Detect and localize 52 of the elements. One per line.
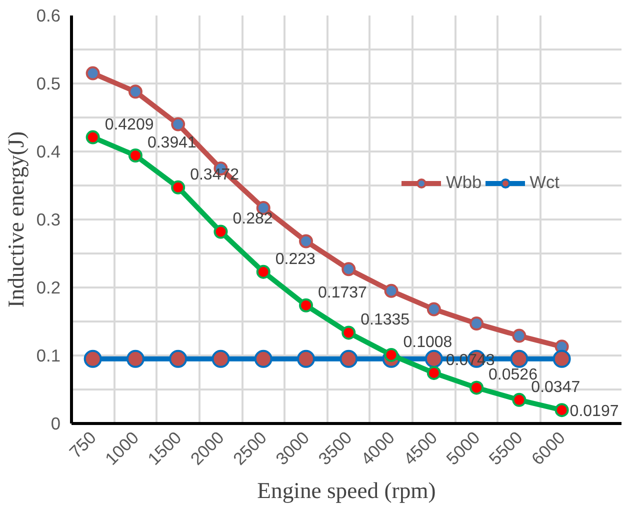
point: [426, 366, 441, 380]
y-axis-title: Inductive energy(J): [3, 131, 28, 308]
point: [128, 84, 142, 99]
legend-label: Wct: [530, 172, 560, 193]
point: [554, 403, 569, 418]
y-tick-label: 0.3: [36, 210, 61, 230]
point: [384, 284, 398, 298]
point: [128, 148, 142, 162]
y-tick-label: 0.1: [36, 346, 61, 366]
point: [342, 262, 356, 276]
y-tick-label: 0.5: [36, 74, 61, 94]
y-tick-label: 0.6: [36, 6, 61, 26]
point: [254, 350, 272, 368]
point: [552, 350, 571, 368]
y-tick-label: 0: [50, 414, 61, 434]
data-label: 0.1335: [360, 312, 410, 329]
data-label: 0.3941: [147, 134, 196, 152]
data-label: 0.223: [275, 250, 316, 268]
legend-label: Wbb: [446, 172, 482, 193]
point: [384, 348, 398, 362]
point: [342, 326, 356, 340]
point: [470, 380, 484, 395]
point: [510, 350, 528, 368]
data-label: 0.282: [232, 210, 273, 228]
y-tick-label: 0.2: [36, 278, 61, 298]
x-axis-title: Engine speed (rpm): [257, 478, 436, 504]
point: [86, 130, 100, 144]
data-label: 0.0743: [446, 352, 495, 369]
data-label: 0.4209: [104, 116, 154, 134]
point: [512, 392, 526, 407]
point: [214, 224, 228, 239]
point: [470, 316, 484, 331]
point: [86, 66, 100, 80]
point: [171, 180, 186, 194]
point: [296, 350, 315, 368]
y-tick-label: 0.4: [36, 142, 61, 162]
point: [424, 350, 443, 368]
point: [169, 350, 188, 368]
point: [126, 350, 144, 368]
point: [426, 302, 441, 316]
point: [340, 350, 358, 368]
point: [298, 298, 313, 312]
data-label: 0.1737: [318, 284, 368, 302]
data-label: 0.1008: [403, 334, 452, 351]
point: [84, 350, 102, 368]
point: [171, 117, 186, 132]
data-label: 0.0197: [570, 403, 619, 420]
point: [298, 234, 313, 248]
point: [256, 264, 270, 279]
point: [212, 350, 230, 368]
x-tick-label: 750: [65, 427, 100, 462]
point: [512, 328, 526, 343]
